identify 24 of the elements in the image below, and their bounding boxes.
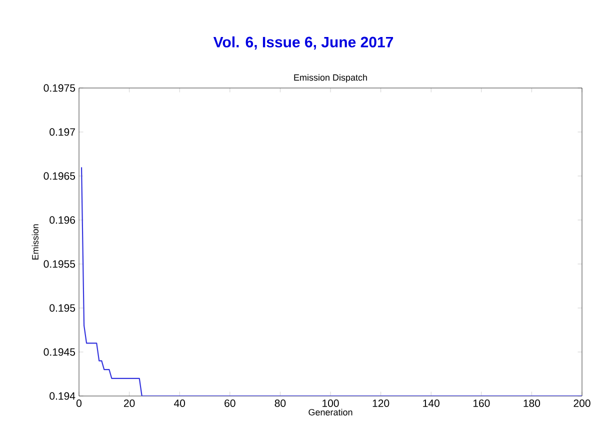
line-series: [80, 166, 582, 396]
chart-title: Emission Dispatch: [294, 74, 367, 82]
x-tick-label: 80: [274, 400, 286, 407]
y-tick-label: 0.194: [50, 392, 76, 400]
y-tick-label: 0.196: [50, 216, 76, 224]
x-tick-label: 120: [372, 400, 390, 407]
y-tick-label: 0.1945: [44, 348, 76, 356]
y-tick-label: 0.1955: [44, 260, 76, 268]
y-tick-label: 0.1975: [44, 84, 76, 92]
x-tick-label: 180: [524, 400, 540, 407]
x-axis-title: Generation: [308, 408, 352, 416]
x-tick-label: 160: [473, 400, 490, 407]
y-tick-label: 0.1965: [44, 172, 76, 180]
y-tick-label: 0.195: [50, 304, 76, 312]
x-tick-label: 200: [574, 400, 590, 407]
x-tick-label: 100: [322, 400, 339, 407]
x-tick-label: 140: [423, 400, 440, 407]
x-tick-label: 60: [224, 400, 236, 407]
x-tick-label: 40: [174, 400, 186, 407]
x-tick-label: 0: [76, 400, 82, 407]
text: Vol. 6, Issue 6, June 2017: [213, 36, 394, 50]
y-tick-label: 0.197: [50, 128, 75, 136]
y-axis-title: Emission: [32, 224, 38, 260]
x-tick-label: 20: [124, 400, 135, 407]
